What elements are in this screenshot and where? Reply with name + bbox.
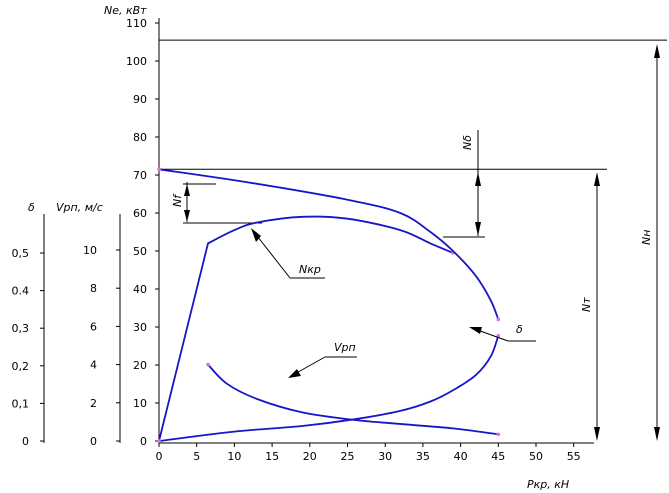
ne-tick-label: 40 xyxy=(133,283,147,296)
vrp-tick-label: 0 xyxy=(90,435,97,448)
delta-tick-label: 0,3 xyxy=(12,322,30,335)
slip-loss-dimension: Nδ xyxy=(443,130,485,238)
x-tick-label: 20 xyxy=(303,450,317,463)
delta-tick-label: 0,1 xyxy=(12,397,30,410)
ne-tick-label: 10 xyxy=(133,397,147,410)
delta-curve-label: δ xyxy=(516,323,523,336)
ne-tick-label: 20 xyxy=(133,359,147,372)
tractor-power-label: Nт xyxy=(580,297,593,312)
vrp-axis-label: Vрп, м/с xyxy=(56,201,103,214)
vrp-tick-label: 8 xyxy=(90,282,97,295)
curve-end-marker xyxy=(157,167,161,172)
nominal-power-dimension: Nн xyxy=(640,44,660,441)
slip-loss-label: Nδ xyxy=(461,135,474,150)
delta-tick-label: 0 xyxy=(22,435,29,448)
ne-tick-label: 30 xyxy=(133,321,147,334)
axis-ticks: 0 5 10 15 20 25 30 35 40 45 50 55010203040506070809… xyxy=(12,17,581,463)
vrp-curve xyxy=(207,363,499,436)
tractor-power-dimension: Nт xyxy=(580,172,600,441)
ne-tick-label: 60 xyxy=(133,207,147,220)
delta-callout: δ xyxy=(469,323,536,342)
curve-end-marker xyxy=(206,362,210,367)
x-tick-label: 5 xyxy=(193,450,200,463)
nkr-curve xyxy=(158,215,454,442)
x-tick-label: 10 xyxy=(227,450,241,463)
x-tick-label: 55 xyxy=(567,450,581,463)
delta-tick-label: 0,2 xyxy=(12,360,30,373)
ne-curve xyxy=(158,168,500,320)
vrp-tick-label: 4 xyxy=(90,359,97,372)
vrp-callout: Vрп xyxy=(288,341,357,378)
x-tick-label: 15 xyxy=(265,450,279,463)
nkr-callout: Nкр xyxy=(251,228,325,279)
x-axis-label: Ркр, кН xyxy=(527,478,569,491)
delta-axis-label: δ xyxy=(28,201,35,214)
ne-tick-label: 110 xyxy=(126,17,147,30)
ne-tick-label: 100 xyxy=(126,55,147,68)
vrp-tick-label: 10 xyxy=(83,244,97,257)
delta-tick-label: 0,5 xyxy=(12,247,30,260)
x-tick-label: 45 xyxy=(491,450,505,463)
x-tick-label: 40 xyxy=(454,450,468,463)
ne-tick-label: 0 xyxy=(140,435,147,448)
ne-tick-label: 90 xyxy=(133,93,147,106)
curve-end-marker xyxy=(496,333,501,338)
ne-tick-label: 70 xyxy=(133,169,147,182)
ne-axis-label: Nе, кВт xyxy=(104,4,147,17)
vrp-curve-label: Vрп xyxy=(334,341,356,354)
ne-tick-label: 50 xyxy=(133,245,147,258)
x-tick-label: 30 xyxy=(378,450,392,463)
delta-curve xyxy=(158,335,500,442)
vrp-tick-label: 6 xyxy=(90,320,97,333)
rolling-loss-label: Nf xyxy=(171,193,184,207)
vrp-tick-label: 2 xyxy=(90,397,97,410)
x-tick-label: 35 xyxy=(416,450,430,463)
curve-end-marker xyxy=(496,432,501,437)
nkr-curve-label: Nкр xyxy=(299,263,321,276)
delta-tick-label: 0.4 xyxy=(12,285,30,298)
curve-end-marker xyxy=(157,439,161,443)
rolling-loss-dimension: Nf xyxy=(171,182,262,224)
nominal-power-label: Nн xyxy=(640,230,653,245)
curve-end-marker xyxy=(496,317,501,322)
x-tick-label: 50 xyxy=(529,450,543,463)
ne-tick-label: 80 xyxy=(133,131,147,144)
x-tick-label: 25 xyxy=(341,450,355,463)
chart-curves xyxy=(157,167,501,443)
x-tick-label: 0 xyxy=(156,450,163,463)
